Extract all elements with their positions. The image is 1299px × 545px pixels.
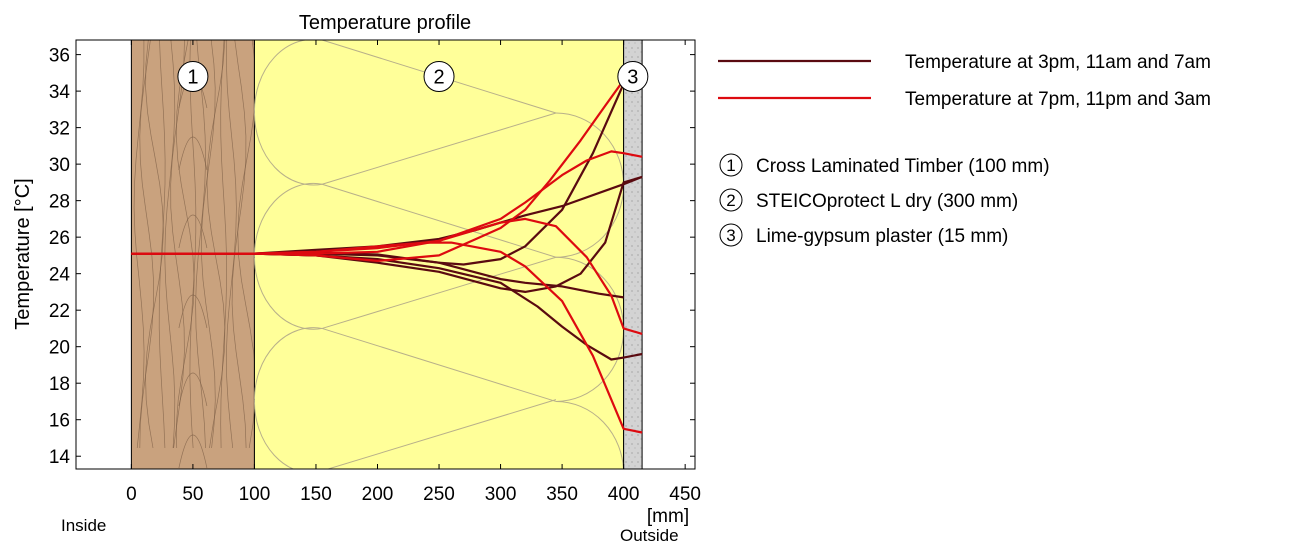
series-line-9: [131, 75, 643, 262]
layer-marker-3: [617, 61, 649, 93]
x-tick-label: 50: [182, 484, 203, 505]
material-marker-label-2: 2: [726, 191, 735, 210]
series-line-7: [131, 241, 643, 434]
material-marker-1: [719, 153, 743, 177]
outside-label: Outside: [620, 526, 679, 545]
x-unit-label: [mm]: [647, 506, 689, 527]
y-tick-label: 14: [49, 447, 71, 468]
x-tick-label: 450: [669, 484, 701, 505]
y-tick-label: 34: [49, 82, 71, 103]
y-tick-label: 20: [49, 338, 70, 359]
chart-title: Temperature profile: [299, 12, 471, 34]
material-name-3: Lime-gypsum plaster (15 mm): [756, 226, 1008, 247]
y-tick-label: 32: [49, 119, 70, 140]
material-marker-2: [719, 188, 743, 212]
material-name-1: Cross Laminated Timber (100 mm): [756, 156, 1050, 177]
material-legend: 1 Cross Laminated Timber (100 mm) 2 STEICOp…: [719, 153, 1050, 247]
material-name-2: STEICOprotect L dry (300 mm): [756, 191, 1018, 212]
layer-marker-1: [177, 61, 209, 93]
material-marker-label-1: 1: [726, 156, 735, 175]
legend-label-2: Temperature at 7pm, 11pm and 3am: [905, 89, 1211, 110]
axis-ticks: 0 50 100 150 200 250 300 350 400 450 14 16 18 20 22 24 2…: [49, 40, 701, 505]
y-tick-label: 26: [49, 228, 70, 249]
x-tick-label: 400: [608, 484, 640, 505]
material-marker-3: [719, 223, 743, 247]
layer-band-3: [623, 40, 643, 469]
x-tick-label: 150: [300, 484, 332, 505]
layer-marker-2: [423, 61, 455, 93]
x-tick-label: 200: [362, 484, 394, 505]
x-tick-label: 250: [423, 484, 455, 505]
layer-number-labels: 1 2 3: [177, 61, 649, 93]
x-tick-label: 100: [239, 484, 271, 505]
x-tick-label: 300: [485, 484, 517, 505]
x-tick-label: 0: [126, 484, 137, 505]
y-axis-label: Temperature [°C]: [12, 178, 34, 329]
x-tick-label: 350: [546, 484, 578, 505]
layer-marker-label-3: 3: [627, 67, 638, 89]
layer-marker-label-2: 2: [433, 67, 444, 89]
y-tick-label: 28: [49, 192, 70, 213]
plot-frame: [75, 39, 696, 470]
material-marker-label-3: 3: [726, 226, 735, 245]
y-tick-label: 30: [49, 155, 70, 176]
timber-grain-texture: [133, 40, 257, 469]
legend: Temperature at 3pm, 11am and 7am Temperat…: [718, 52, 1211, 110]
series-line-8: [131, 150, 643, 255]
y-tick-label: 16: [49, 411, 70, 432]
inside-label: Inside: [61, 516, 106, 535]
y-tick-label: 18: [49, 374, 70, 395]
temperature-series: [131, 75, 643, 434]
y-tick-label: 22: [49, 301, 70, 322]
y-tick-label: 36: [49, 46, 70, 67]
y-tick-label: 24: [49, 265, 71, 286]
layer-marker-label-1: 1: [187, 67, 198, 89]
legend-label-1: Temperature at 3pm, 11am and 7am: [905, 52, 1211, 73]
